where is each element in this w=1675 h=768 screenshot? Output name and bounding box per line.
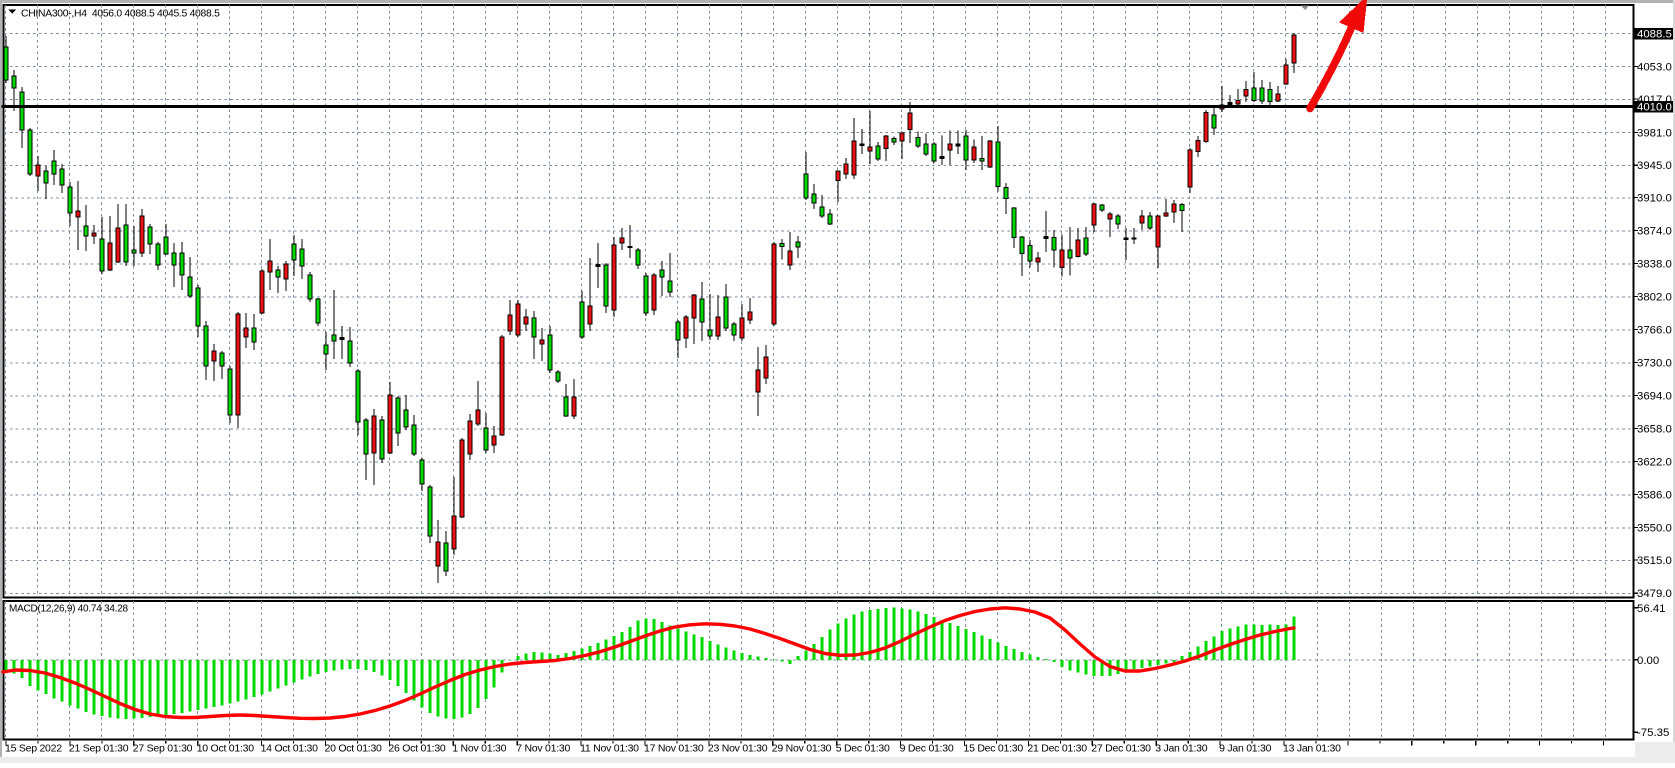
svg-text:20 Oct 01:30: 20 Oct 01:30 xyxy=(325,743,383,755)
svg-text:10 Oct 01:30: 10 Oct 01:30 xyxy=(197,743,255,755)
svg-text:3874.0: 3874.0 xyxy=(1637,226,1672,238)
svg-text:3838.0: 3838.0 xyxy=(1637,259,1672,271)
svg-text:3802.0: 3802.0 xyxy=(1637,292,1672,304)
svg-text:15 Dec 01:30: 15 Dec 01:30 xyxy=(964,743,1024,755)
svg-text:3981.0: 3981.0 xyxy=(1637,128,1672,140)
svg-text:3515.0: 3515.0 xyxy=(1637,555,1672,567)
svg-text:9 Dec 01:30: 9 Dec 01:30 xyxy=(900,743,954,755)
svg-text:1 Nov 01:30: 1 Nov 01:30 xyxy=(452,743,506,755)
svg-text:4088.5: 4088.5 xyxy=(1637,29,1672,41)
svg-text:26 Oct 01:30: 26 Oct 01:30 xyxy=(388,743,446,755)
svg-text:14 Oct 01:30: 14 Oct 01:30 xyxy=(261,743,319,755)
svg-text:MACD(12,26,9) 40.74 34.28: MACD(12,26,9) 40.74 34.28 xyxy=(9,604,129,615)
svg-text:3586.0: 3586.0 xyxy=(1637,490,1672,502)
svg-text:7 Nov 01:30: 7 Nov 01:30 xyxy=(516,743,570,755)
svg-text:3658.0: 3658.0 xyxy=(1637,424,1672,436)
svg-text:-75.35: -75.35 xyxy=(1637,727,1669,739)
svg-text:11 Nov 01:30: 11 Nov 01:30 xyxy=(580,743,639,755)
svg-text:3622.0: 3622.0 xyxy=(1637,457,1672,469)
svg-text:CHINA300-,H4 4056.0 4088.5 40: CHINA300-,H4 4056.0 4088.5 4045.5 4088.5 xyxy=(21,9,220,20)
svg-text:13 Jan 01:30: 13 Jan 01:30 xyxy=(1283,743,1341,755)
svg-text:3550.0: 3550.0 xyxy=(1637,523,1672,535)
svg-text:4010.0: 4010.0 xyxy=(1637,102,1672,114)
svg-text:3 Jan 01:30: 3 Jan 01:30 xyxy=(1155,743,1208,755)
svg-text:3730.0: 3730.0 xyxy=(1637,358,1672,370)
svg-text:23 Nov 01:30: 23 Nov 01:30 xyxy=(708,743,768,755)
svg-text:29 Nov 01:30: 29 Nov 01:30 xyxy=(772,743,832,755)
svg-text:27 Dec 01:30: 27 Dec 01:30 xyxy=(1091,743,1151,755)
svg-text:3910.0: 3910.0 xyxy=(1637,192,1672,204)
svg-text:5 Dec 01:30: 5 Dec 01:30 xyxy=(836,743,890,755)
svg-text:3766.0: 3766.0 xyxy=(1637,325,1672,337)
svg-text:27 Sep 01:30: 27 Sep 01:30 xyxy=(133,743,193,755)
svg-text:3479.0: 3479.0 xyxy=(1637,588,1672,600)
svg-text:9 Jan 01:30: 9 Jan 01:30 xyxy=(1219,743,1272,755)
svg-text:15 Sep 2022: 15 Sep 2022 xyxy=(5,743,62,755)
svg-text:21 Sep 01:30: 21 Sep 01:30 xyxy=(69,743,129,755)
svg-text:56.41: 56.41 xyxy=(1637,603,1666,615)
svg-text:3694.0: 3694.0 xyxy=(1637,391,1672,403)
svg-text:0.00: 0.00 xyxy=(1637,655,1659,667)
svg-text:21 Dec 01:30: 21 Dec 01:30 xyxy=(1027,743,1087,755)
svg-text:3945.0: 3945.0 xyxy=(1637,160,1672,172)
svg-text:4053.0: 4053.0 xyxy=(1637,61,1672,73)
svg-text:17 Nov 01:30: 17 Nov 01:30 xyxy=(644,743,704,755)
